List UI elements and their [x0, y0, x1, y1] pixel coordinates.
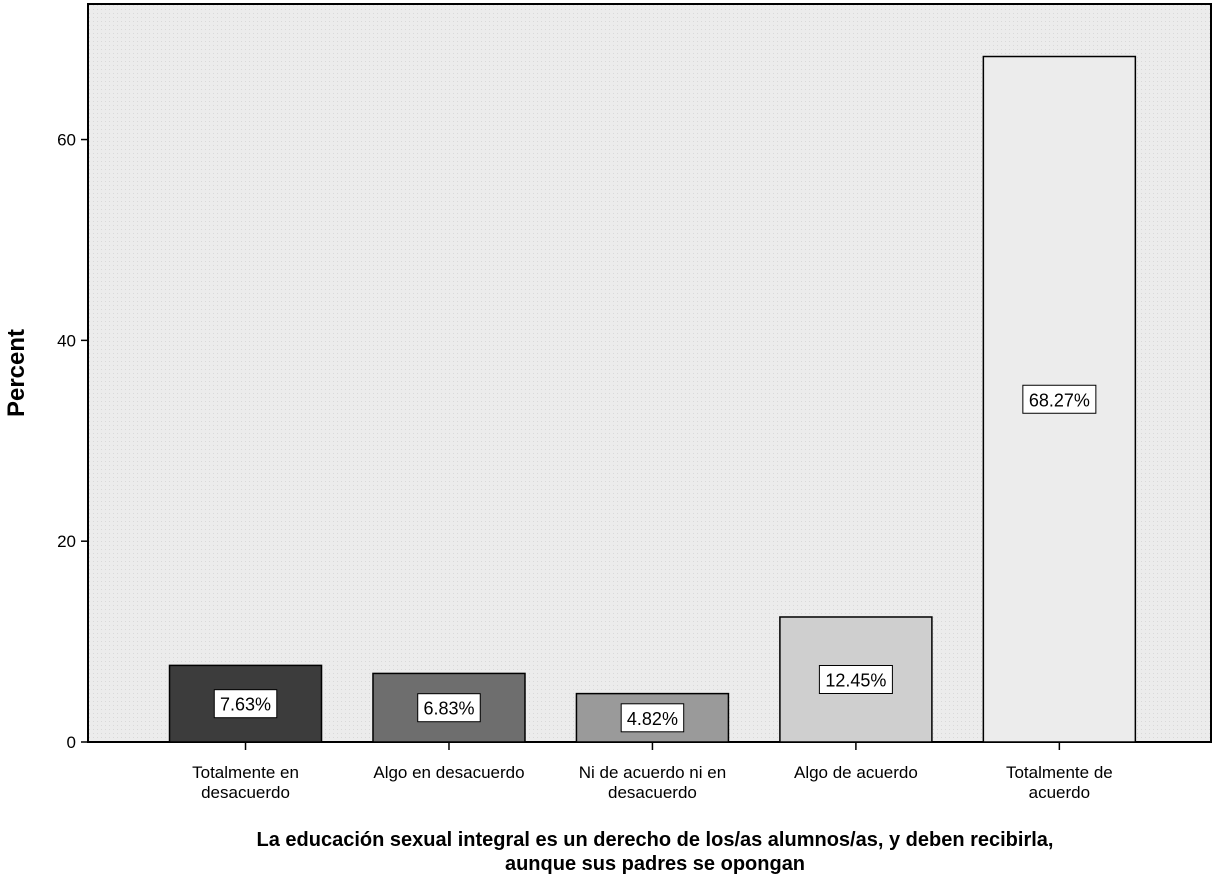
x-tick-label: Algo de acuerdo — [794, 763, 918, 782]
data-label-box — [417, 693, 481, 723]
y-axis: 0 20 40 60 — [57, 131, 88, 752]
data-label: 6.83% — [423, 699, 474, 719]
data-label-box — [818, 664, 893, 694]
y-axis-title: Percent — [3, 329, 30, 417]
data-label: 68.27% — [1029, 390, 1090, 410]
data-label: 7.63% — [220, 695, 271, 715]
data-label: 12.45% — [825, 670, 886, 690]
x-tick-label: Ni de acuerdo ni en desacuerdo — [579, 763, 726, 802]
x-axis-title: La educación sexual integral es un derec… — [257, 829, 1054, 875]
data-label: 4.82% — [627, 709, 678, 729]
data-label-box — [620, 703, 685, 733]
x-tick-label: Algo en desacuerdo — [373, 763, 524, 782]
y-tick-label: 60 — [57, 131, 76, 150]
x-axis: Totalmente en desacuerdo Algo en desacuerd… — [192, 742, 1113, 802]
y-tick-label: 20 — [57, 532, 76, 551]
data-label-box — [213, 689, 278, 719]
x-tick-label: Totalmente en desacuerdo — [192, 763, 299, 802]
x-tick-label: Totalmente de acuerdo — [1006, 763, 1113, 802]
y-tick-label: 40 — [57, 331, 76, 350]
data-label-box — [1022, 384, 1097, 414]
y-tick-label: 0 — [67, 733, 76, 752]
